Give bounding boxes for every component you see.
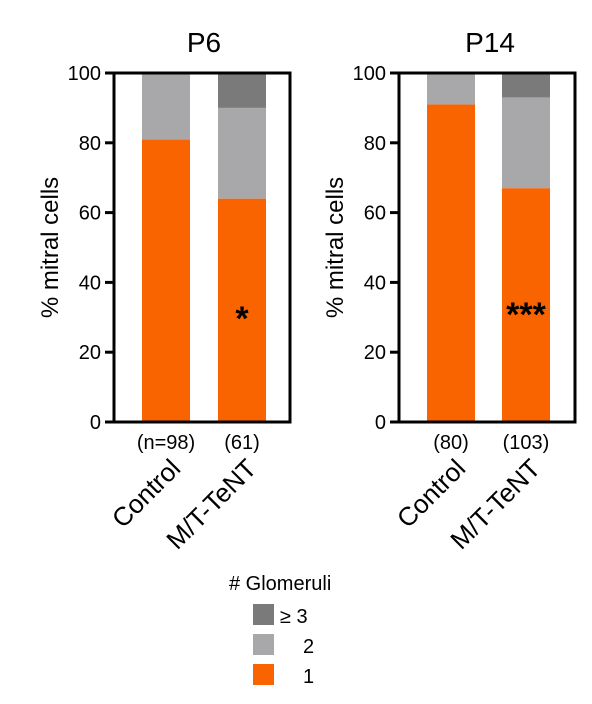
panel-title: P14 (465, 27, 515, 58)
bar-segment-control-2 (142, 73, 190, 140)
y-tick-label: 100 (68, 63, 101, 85)
y-tick-label: 60 (364, 203, 386, 225)
bar-segment-mt-tent-3 (218, 73, 266, 108)
bar-segment-mt-tent-2 (502, 97, 550, 189)
significance-marker: *** (506, 296, 546, 334)
legend-swatch (253, 664, 274, 685)
legend-title: # Glomeruli (229, 573, 331, 595)
panel-title: P6 (187, 27, 221, 58)
n-label: (n=98) (137, 432, 195, 454)
plot-frame (112, 71, 292, 424)
bar-segment-control-1 (427, 104, 475, 422)
y-tick-label: 60 (79, 203, 101, 225)
y-tick-label: 40 (79, 272, 101, 294)
y-axis-label: % mitral cells (37, 177, 64, 318)
bar-segment-control-2 (427, 73, 475, 105)
y-tick-label: 80 (364, 133, 386, 155)
y-tick-label: 20 (364, 342, 386, 364)
y-tick-label: 0 (375, 412, 386, 434)
legend-label: 2 (303, 636, 314, 658)
bar-segment-mt-tent-3 (502, 73, 550, 98)
n-label: (61) (224, 432, 260, 454)
legend-swatch (253, 634, 274, 655)
y-tick-label: 0 (90, 412, 101, 434)
y-axis-label: % mitral cells (322, 177, 349, 318)
bar-segment-mt-tent-1 (502, 188, 550, 422)
bar-segment-mt-tent-1 (218, 198, 266, 422)
y-tick-label: 20 (79, 342, 101, 364)
bar-segment-mt-tent-2 (218, 107, 266, 199)
legend-label: ≥ 3 (280, 606, 308, 628)
legend-label: 1 (303, 666, 314, 688)
n-label: (80) (433, 432, 469, 454)
y-tick-label: 100 (353, 63, 386, 85)
y-tick-label: 40 (364, 272, 386, 294)
legend-swatch (253, 604, 274, 625)
plot-frame (397, 71, 577, 424)
significance-marker: * (235, 300, 249, 338)
n-label: (103) (503, 432, 550, 454)
bar-segment-control-1 (142, 139, 190, 422)
y-tick-label: 80 (79, 133, 101, 155)
